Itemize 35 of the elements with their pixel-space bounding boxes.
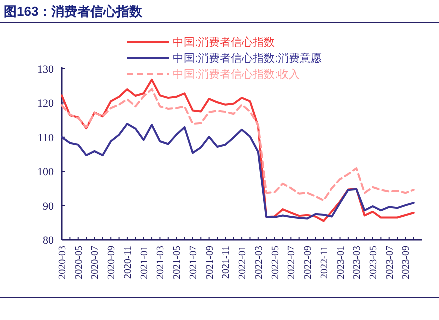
y-tick-label: 80 (43, 235, 54, 247)
x-tick-label: 2021-11 (221, 246, 232, 279)
x-tick-label: 2020-03 (58, 246, 68, 280)
x-tick-label: 2021-01 (139, 246, 150, 280)
legend-label: 中国:消费者信心指数 (173, 36, 276, 49)
y-tick-label: 100 (38, 166, 54, 179)
x-tick-label: 2022-01 (238, 246, 249, 280)
x-tick-label: 2023-05 (368, 246, 380, 280)
x-tick-label: 2021-03 (156, 246, 167, 280)
x-tick-label: 2023-01 (336, 246, 347, 280)
x-tick-label: 2023-03 (352, 246, 364, 280)
y-tick-label: 110 (38, 132, 54, 144)
line-series (61, 78, 415, 222)
x-tick-label: 2023-07 (384, 246, 396, 280)
y-tick-label: 130 (38, 64, 54, 76)
x-tick-label: 2021-09 (204, 246, 216, 280)
x-tick-label: 2022-03 (254, 246, 265, 280)
x-tick-label: 2021-07 (188, 246, 200, 280)
x-tick-label: 2022-05 (270, 246, 282, 280)
x-tick-label: 2020-11 (122, 246, 134, 279)
x-tick-label: 2022-09 (303, 246, 314, 280)
x-tick-label: 2020-05 (74, 246, 85, 280)
legend-label: 中国:消费者信心指数:收入 (173, 68, 300, 81)
x-tick-label: 2022-07 (286, 246, 298, 280)
x-tick-label: 2021-05 (172, 246, 184, 280)
x-tick-label: 2020-09 (106, 246, 118, 280)
x-tick-label: 2022-11 (319, 246, 330, 279)
line-series (61, 123, 415, 220)
x-tick-label: 2020-07 (90, 246, 102, 280)
y-tick-label: 90 (43, 200, 54, 213)
line-series (61, 88, 415, 202)
chart-title: 图163：消费者信心指数 (4, 4, 144, 19)
legend-label: 中国:消费者信心指数:消费意愿 (173, 52, 322, 65)
y-tick-label: 120 (38, 98, 54, 110)
x-tick-label: 2023-09 (401, 246, 412, 280)
